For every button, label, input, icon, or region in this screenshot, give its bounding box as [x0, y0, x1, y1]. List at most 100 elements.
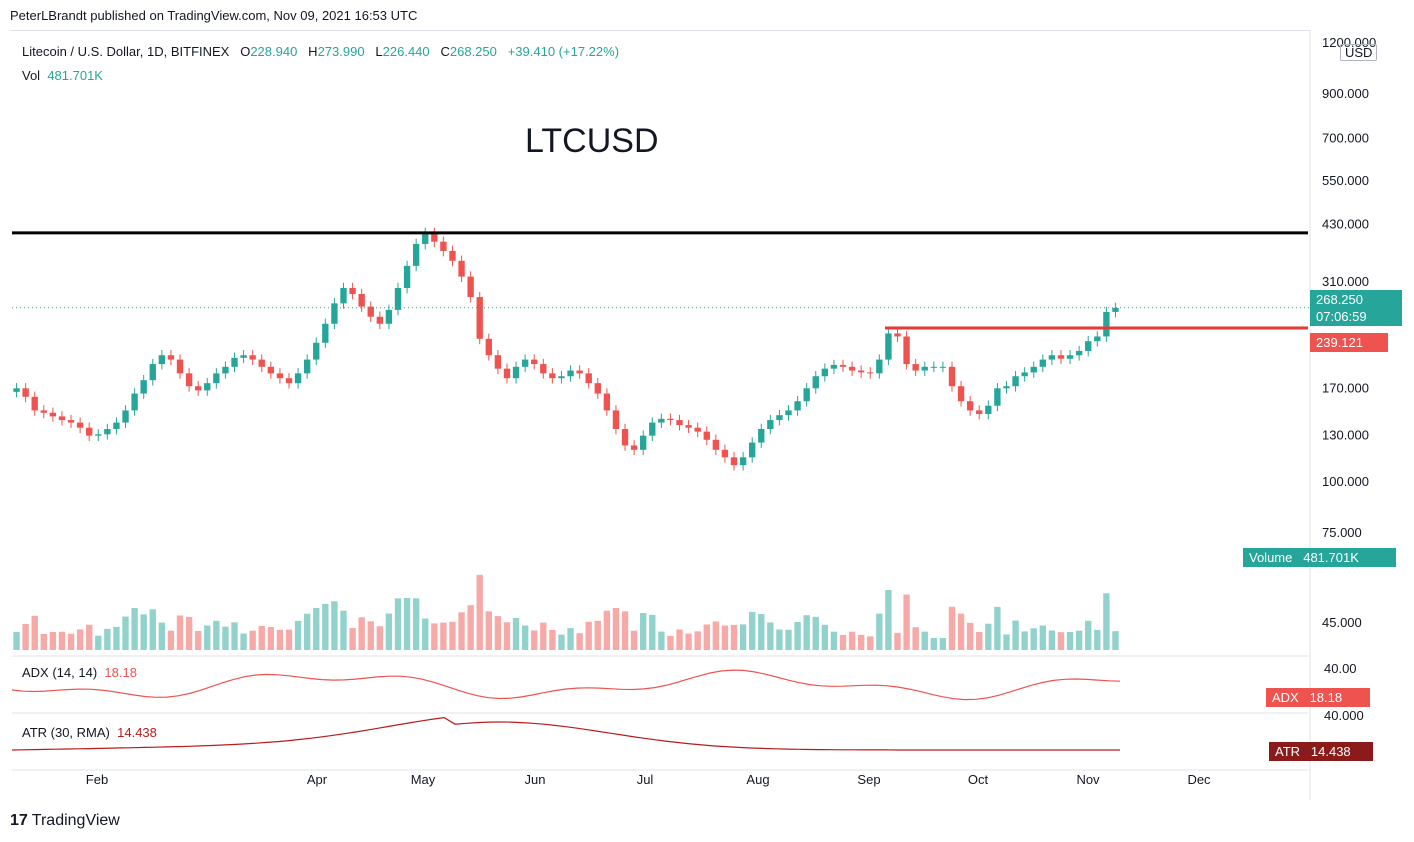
volume-bar: [621, 611, 629, 650]
candle-body: [558, 376, 565, 379]
price-tick-label: 900.000: [1322, 86, 1369, 101]
candle-body: [567, 370, 574, 377]
volume-bar: [749, 611, 756, 650]
candle-body: [376, 316, 383, 324]
volume-bar: [22, 623, 29, 650]
tradingview-watermark[interactable]: 17 TradingView: [10, 812, 120, 830]
candle-body: [58, 416, 66, 421]
candle-body: [158, 355, 166, 365]
time-tick-label: Aug: [746, 772, 769, 787]
price-tick-label: 550.000: [1322, 173, 1369, 188]
volume-bar: [921, 631, 928, 650]
volume-bar: [185, 616, 193, 650]
candle-body: [540, 364, 547, 374]
volume-bar: [76, 629, 84, 650]
close-label: C: [440, 44, 450, 59]
candle-body: [40, 410, 47, 413]
volume-bar: [176, 615, 184, 650]
volume-bar: [567, 628, 574, 650]
time-tick-label: Dec: [1187, 772, 1211, 787]
candle-body: [1075, 350, 1083, 356]
candle-body: [385, 309, 393, 324]
volume-bar: [403, 598, 411, 650]
candle-body: [13, 388, 20, 392]
candle-body: [1030, 366, 1037, 373]
volume-bar: [549, 629, 556, 650]
candle-body: [1112, 307, 1119, 312]
candle-body: [1021, 372, 1028, 377]
volume-bar: [640, 613, 647, 650]
volume-bar: [122, 616, 129, 650]
volume-bar: [830, 631, 838, 650]
candle-body: [649, 422, 656, 436]
candle-body: [621, 429, 629, 446]
candle-body: [576, 370, 583, 374]
volume-bar: [49, 631, 57, 650]
adx-axis-tag: ADX 18.18: [1266, 688, 1370, 707]
volume-bar: [612, 608, 620, 650]
time-tick-label: Jul: [637, 772, 654, 787]
volume-bar: [503, 622, 511, 650]
volume-bar: [985, 623, 992, 650]
adx-legend: ADX (14, 14) 18.18: [22, 665, 137, 680]
candle-body: [1085, 341, 1092, 351]
volume-bar: [131, 608, 138, 650]
candle-body: [857, 370, 865, 373]
candle-body: [22, 388, 29, 397]
candle-body: [249, 355, 256, 360]
volume-bar: [703, 624, 710, 650]
publisher-caption: PeterLBrandt published on TradingView.co…: [10, 8, 418, 23]
currency-badge[interactable]: USD: [1340, 44, 1378, 61]
candle-body: [204, 383, 211, 391]
candle-body: [776, 415, 783, 421]
volume-bar: [1103, 593, 1110, 650]
candle-body: [803, 388, 810, 402]
volume-bar: [58, 631, 66, 650]
time-tick-label: Oct: [968, 772, 989, 787]
time-tick-label: Nov: [1076, 772, 1100, 787]
volume-bar: [903, 594, 910, 650]
candle-body: [1057, 355, 1065, 359]
candle-body: [549, 373, 556, 379]
candle-body: [785, 410, 792, 416]
candle-body: [1094, 336, 1101, 342]
volume-bar: [358, 617, 365, 650]
candle-body: [512, 366, 520, 379]
volume-bar: [649, 614, 656, 650]
volume-bar: [630, 630, 638, 650]
candle-body: [957, 386, 965, 402]
candle-body: [658, 418, 665, 423]
candle-body: [812, 376, 819, 389]
volume-bar: [258, 626, 265, 650]
volume-bar: [540, 622, 547, 650]
volume-bar: [412, 598, 420, 650]
volume-bar: [322, 603, 329, 650]
atr-tag-label: ATR: [1275, 744, 1301, 759]
volume-bar: [167, 630, 175, 650]
atr-legend-value: 14.438: [117, 725, 157, 740]
candle-body: [76, 422, 84, 428]
candle-body: [213, 373, 220, 384]
candle-body: [939, 366, 947, 368]
volume-bar: [249, 630, 256, 650]
volume-bar: [585, 621, 592, 650]
volume-bar: [721, 625, 729, 650]
candle-body: [358, 293, 365, 307]
volume-label: Vol: [22, 68, 41, 83]
volume-bar: [1003, 634, 1010, 650]
volume-bar: [767, 622, 774, 650]
candle-body: [267, 366, 275, 374]
volume-bar: [694, 631, 701, 650]
candle-body: [703, 431, 710, 440]
atr-legend: ATR (30, RMA) 14.438: [22, 725, 157, 740]
volume-bar: [948, 606, 956, 650]
candle-body: [867, 372, 874, 374]
candle-body: [531, 359, 538, 365]
symbol-name: Litecoin / U.S. Dollar, 1D, BITFINEX: [22, 44, 230, 59]
volume-bar: [67, 633, 75, 650]
volume-bar: [758, 614, 765, 650]
tradingview-brand: TradingView: [31, 812, 120, 829]
candle-body: [276, 373, 284, 379]
price-axis: 1200.000 900.000 700.000 550.000 430.000 310.…: [1322, 35, 1376, 630]
